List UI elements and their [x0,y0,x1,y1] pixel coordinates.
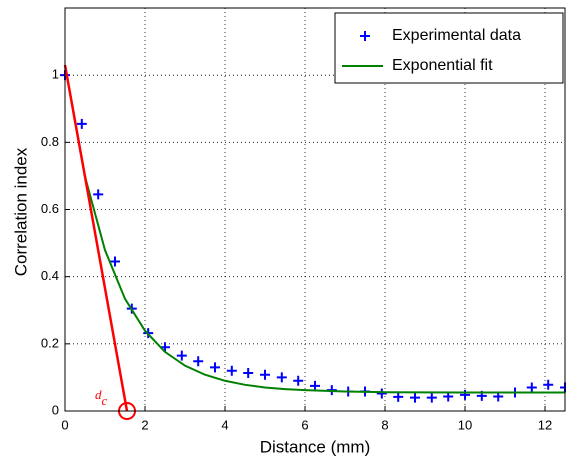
x-tick-label: 2 [141,417,148,432]
plot-frame [64,7,566,412]
marker [243,368,254,379]
marker [376,388,387,399]
x-tick-label: 12 [538,417,552,432]
legend-label: Experimental data [392,27,521,44]
marker [526,382,537,393]
x-tick-label: 4 [221,417,228,432]
marker [210,362,220,373]
y-tick-label: 0.2 [41,335,59,350]
marker [293,375,304,386]
legend-box [334,12,564,84]
x-tick-label: 10 [458,417,472,432]
marker [110,256,120,267]
marker [393,391,404,402]
annotation: dc [95,387,108,408]
marker [76,118,87,129]
x-axis-label: Distance (mm) [260,437,371,456]
tangent-line [63,64,129,412]
marker [193,356,204,367]
marker [93,189,104,200]
marker [310,380,320,391]
fit-line [64,64,565,394]
marker [360,31,370,41]
y-tick-label: 1 [52,67,59,82]
y-axis-label: Correlation index [11,147,30,276]
x-tick-label: 8 [381,417,388,432]
marker [410,392,420,403]
y-tick-label: 0 [52,402,59,417]
annotation-text: d [95,387,102,402]
x-tick-label: 0 [61,417,68,432]
y-tick-label: 0.6 [41,201,59,216]
marker [226,365,237,376]
y-tick-label: 0.4 [41,268,59,283]
marker [176,350,187,361]
y-tick-label: 0.8 [41,134,59,149]
marker [260,369,270,380]
annotation-sub: c [102,393,108,408]
x-tick-label: 6 [301,417,308,432]
marker [426,392,437,403]
marker [543,379,554,390]
legend-label: Exponential fit [392,57,493,74]
marker [276,372,287,383]
